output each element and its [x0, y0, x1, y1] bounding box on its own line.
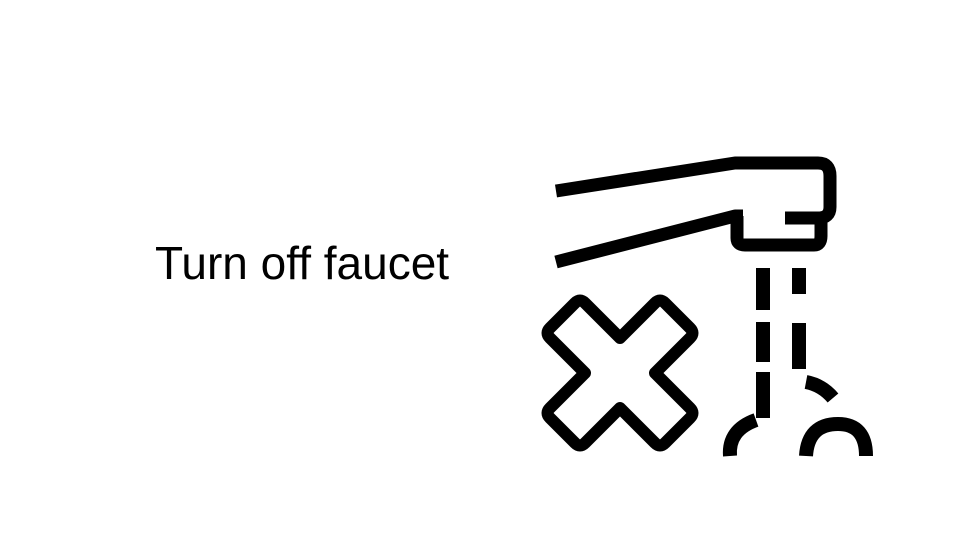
faucet-off-icon [540, 145, 880, 465]
slide-caption: Turn off faucet [155, 237, 450, 289]
splash-icon [722, 375, 873, 457]
faucet-off-graphic [541, 156, 873, 457]
x-mark-icon [541, 294, 699, 452]
water-stream-icon [756, 268, 806, 418]
faucet-icon [554, 156, 837, 269]
